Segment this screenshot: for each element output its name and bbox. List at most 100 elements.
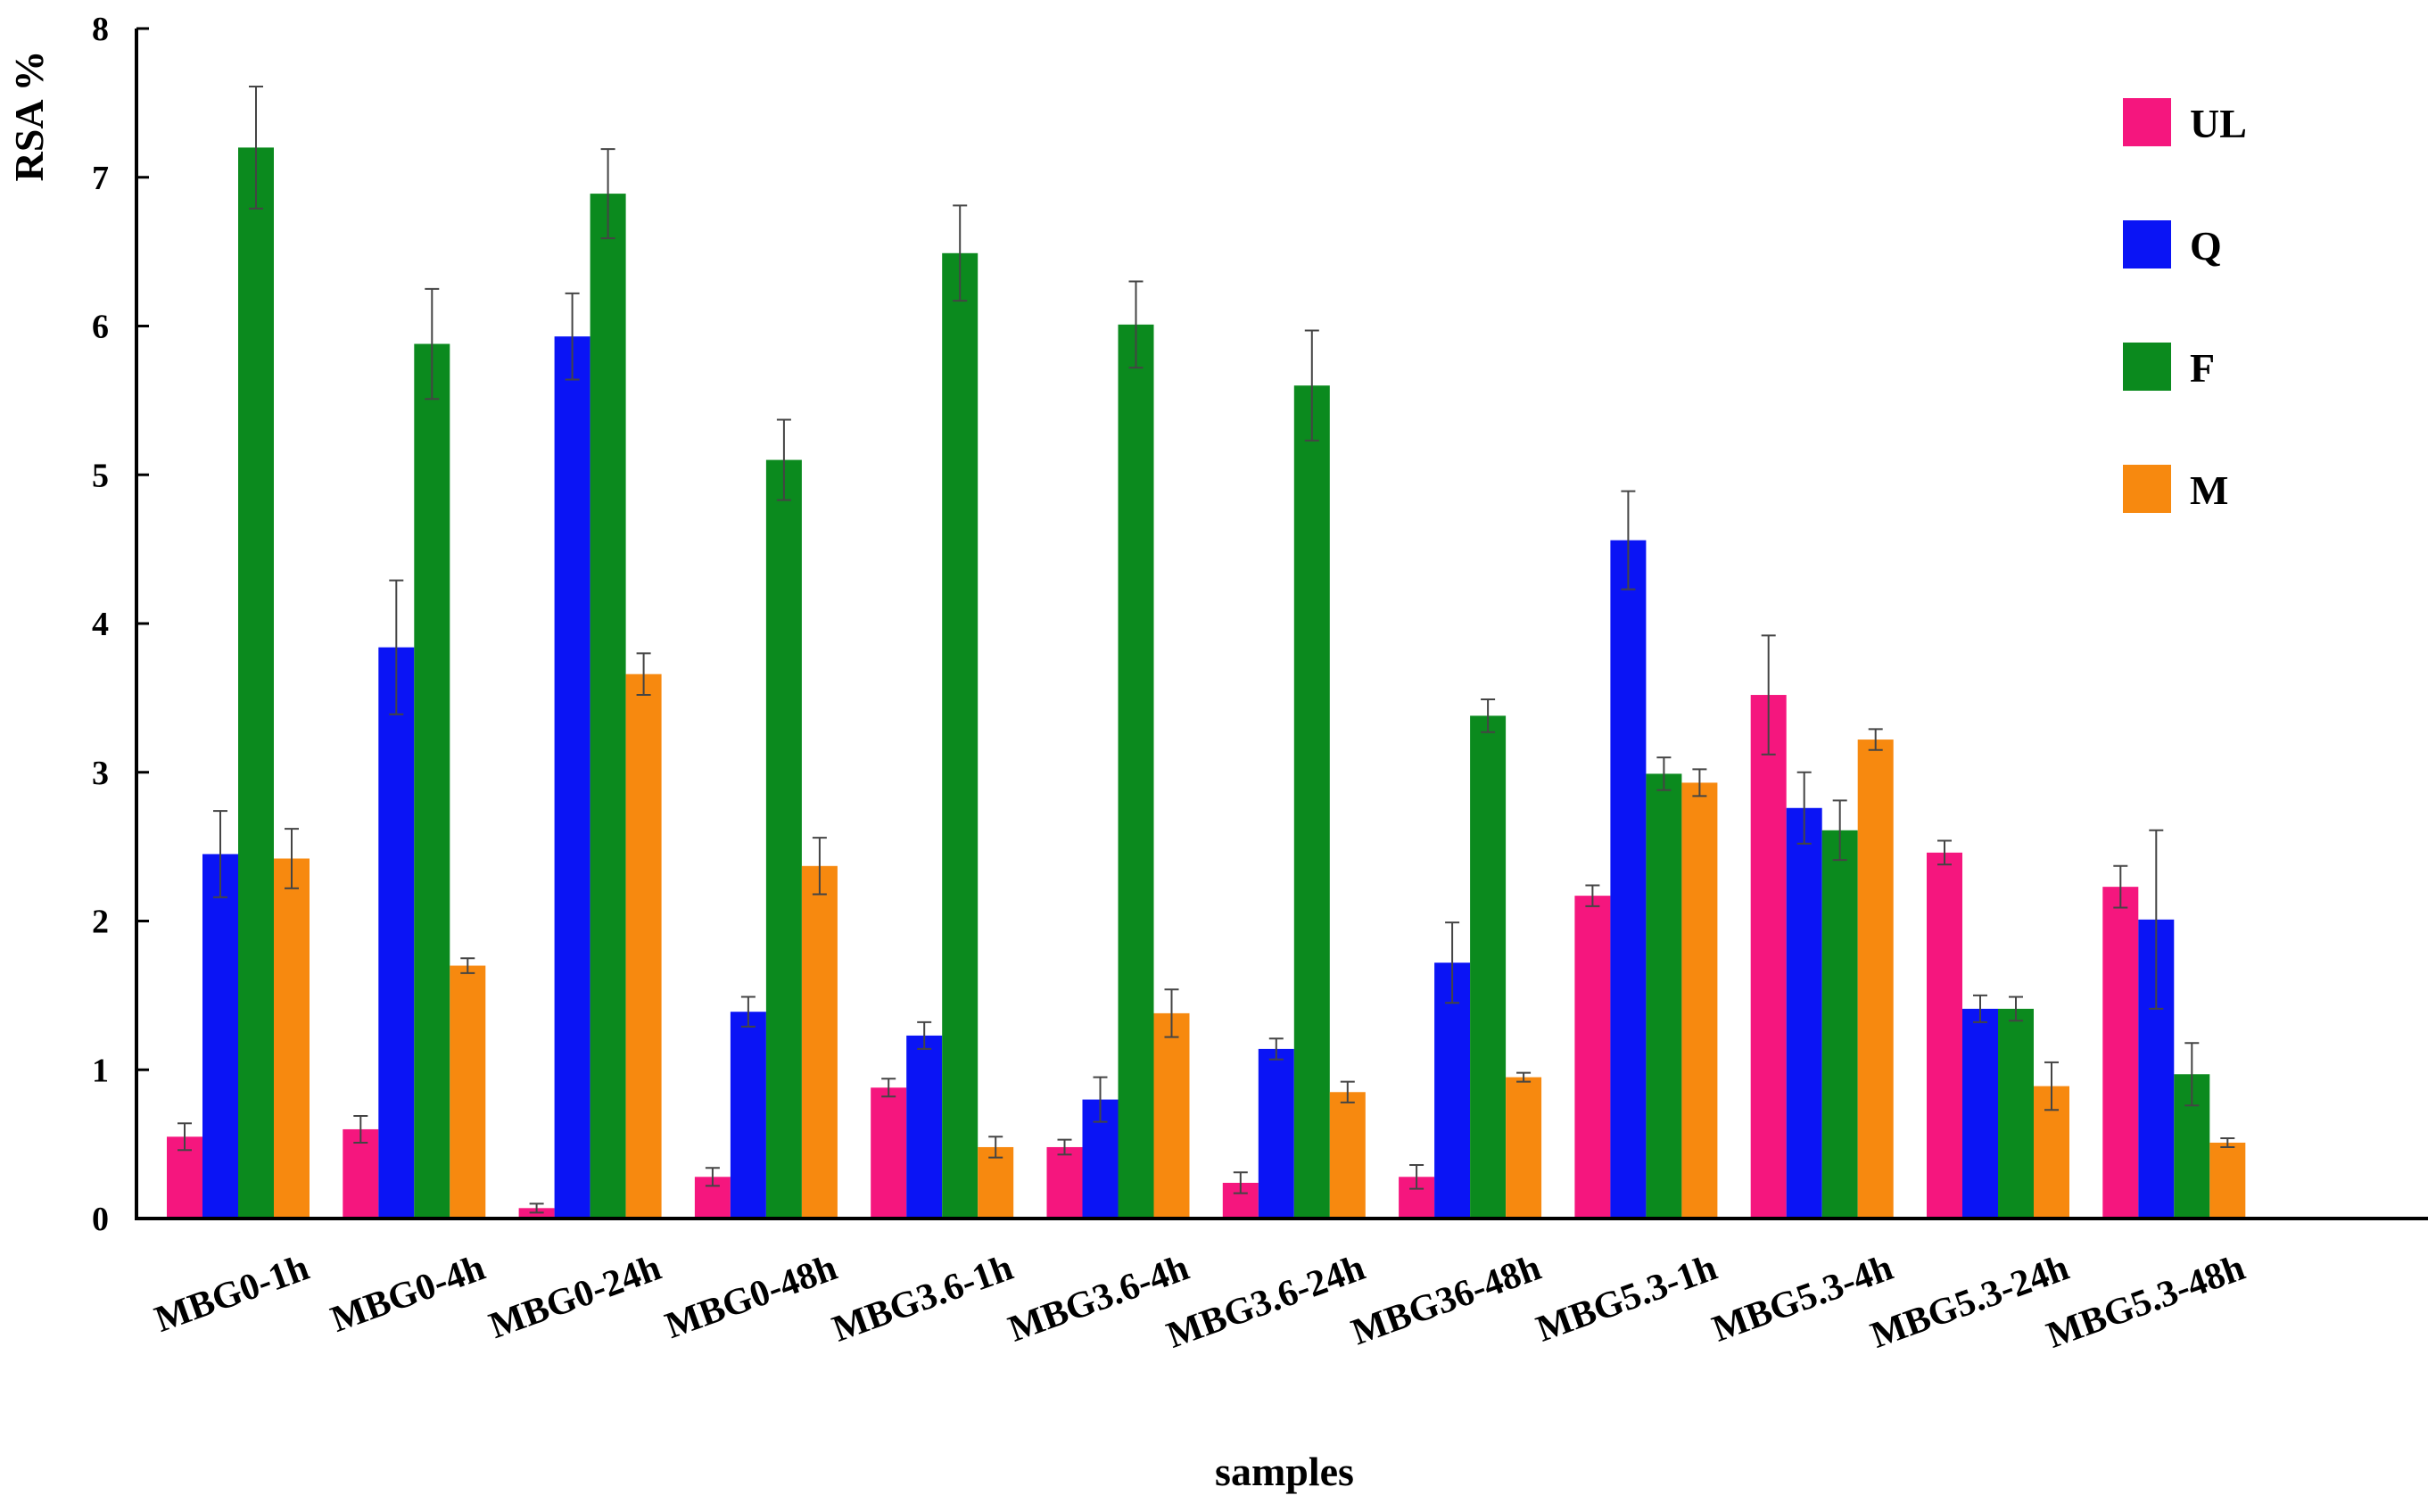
legend-item-f: F <box>2123 343 2215 391</box>
y-tick-label: 6 <box>92 309 109 346</box>
error-bar-ul-8 <box>1585 884 1600 907</box>
bar-f-mbg0-48h <box>765 459 802 1219</box>
legend-swatch <box>2123 220 2171 269</box>
error-bar-f-10 <box>2009 996 2023 1022</box>
error-bar-ul-6 <box>1233 1171 1248 1194</box>
error-bar-m-10 <box>2044 1061 2059 1111</box>
error-bar-q-3 <box>740 996 756 1028</box>
error-bar-m-1 <box>460 957 475 974</box>
bar-f-mbg5_3-4h <box>1821 830 1858 1219</box>
bar-m-mbg5_3-1h <box>1681 782 1718 1219</box>
error-bar-f-7 <box>1481 698 1496 733</box>
error-bar-f-4 <box>953 204 968 302</box>
error-bar-m-3 <box>812 837 827 896</box>
legend-swatch <box>2123 98 2171 146</box>
bar-m-mbg3_6-1h <box>978 1146 1014 1219</box>
legend-swatch <box>2123 343 2171 391</box>
error-bar-m-6 <box>1340 1080 1355 1103</box>
x-axis-title: samples <box>1215 1449 1354 1494</box>
y-tick-label: 4 <box>92 606 109 643</box>
bar-m-mbg0-48h <box>801 865 838 1219</box>
error-bar-ul-5 <box>1057 1138 1072 1156</box>
error-bar-m-11 <box>2220 1136 2235 1148</box>
error-bar-q-1 <box>389 579 404 715</box>
x-category-label: MBG5.3-4h <box>1707 1247 1898 1350</box>
error-bars-layer <box>178 86 2235 1214</box>
x-category-label: MBG0-4h <box>326 1247 491 1341</box>
bar-f-mbg5_3-24h <box>1998 1008 2034 1219</box>
error-bar-f-5 <box>1128 280 1144 369</box>
error-bar-q-10 <box>1973 994 1987 1023</box>
error-bar-f-1 <box>425 287 440 401</box>
legend-item-ul: UL <box>2123 98 2247 146</box>
bar-ul-mbg5_3-1h <box>1574 896 1611 1219</box>
bar-m-mbg3_6-4h <box>1153 1012 1190 1219</box>
x-category-label: MBG3.6-1h <box>827 1247 1018 1350</box>
bar-ul-mbg5_3-4h <box>1750 695 1787 1219</box>
y-tick-label: 2 <box>92 904 109 941</box>
bar-m-mbg0-24h <box>625 673 662 1219</box>
error-bar-m-9 <box>1868 728 1883 751</box>
error-bar-q-4 <box>917 1020 932 1050</box>
error-bar-f-0 <box>249 86 263 210</box>
error-bar-q-5 <box>1093 1076 1108 1123</box>
x-category-label: MBG0-48h <box>660 1247 842 1347</box>
error-bar-q-9 <box>1796 771 1812 845</box>
bar-ul-mbg5_3-24h <box>1927 852 1962 1219</box>
bar-m-mbg5_3-4h <box>1857 739 1894 1219</box>
error-bar-f-2 <box>600 148 615 240</box>
error-bar-m-4 <box>988 1136 1003 1159</box>
bars-layer <box>167 147 2246 1219</box>
bar-f-mbg5_3-1h <box>1646 773 1682 1219</box>
bar-q-mbg36-48h <box>1434 963 1471 1219</box>
y-ticks: 0 1 2 3 4 5 6 7 8 <box>92 11 149 1238</box>
bar-f-mbg3_6-24h <box>1293 385 1330 1219</box>
legend-label: M <box>2190 467 2228 513</box>
error-bar-m-0 <box>285 828 299 889</box>
legend-label: Q <box>2190 223 2222 269</box>
bar-ul-mbg3_6-4h <box>1046 1146 1083 1219</box>
bar-q-mbg0-4h <box>378 647 415 1219</box>
error-bar-ul-2 <box>529 1202 544 1214</box>
error-bar-f-9 <box>1832 799 1847 862</box>
bar-f-mbg36-48h <box>1470 715 1507 1219</box>
x-category-label: MBG3.6-4h <box>1003 1247 1194 1350</box>
y-tick-label: 0 <box>92 1201 109 1238</box>
bar-q-mbg3_6-1h <box>906 1035 943 1219</box>
error-bar-ul-11 <box>2113 864 2128 909</box>
legend-label: F <box>2190 345 2215 391</box>
bar-ul-mbg3_6-1h <box>871 1087 907 1219</box>
x-category-label: MBG0-24h <box>484 1247 666 1347</box>
bar-f-mbg3_6-1h <box>942 252 979 1219</box>
error-bar-m-5 <box>1164 988 1179 1038</box>
bar-q-mbg5_3-4h <box>1786 807 1822 1219</box>
bar-m-mbg0-1h <box>274 858 310 1219</box>
error-bar-f-6 <box>1304 329 1319 442</box>
bar-q-mbg0-1h <box>202 854 238 1219</box>
y-tick-label: 1 <box>92 1052 109 1089</box>
bar-q-mbg3_6-24h <box>1258 1048 1294 1219</box>
bar-m-mbg0-4h <box>450 965 486 1219</box>
y-tick-label: 5 <box>92 457 109 494</box>
bar-f-mbg0-24h <box>590 194 626 1219</box>
error-bar-ul-9 <box>1761 634 1776 756</box>
error-bar-m-2 <box>636 652 651 697</box>
x-category-label: MBG3.6-24h <box>1161 1247 1370 1357</box>
error-bar-ul-1 <box>353 1114 368 1144</box>
bar-m-mbg3_6-24h <box>1329 1092 1366 1219</box>
error-bar-q-2 <box>565 292 580 381</box>
error-bar-q-6 <box>1268 1037 1284 1061</box>
bar-f-mbg0-1h <box>238 147 274 1219</box>
bar-q-mbg0-48h <box>730 1012 766 1219</box>
error-bar-q-0 <box>213 810 227 898</box>
y-tick-label: 3 <box>92 755 109 792</box>
legend-item-m: M <box>2123 465 2228 513</box>
y-axis-title: RSA % <box>6 51 52 182</box>
bar-ul-mbg5_3-48h <box>2102 887 2139 1219</box>
legend-item-q: Q <box>2123 220 2222 269</box>
x-category-label: MBG0-1h <box>150 1247 315 1341</box>
error-bar-q-7 <box>1445 921 1460 1004</box>
bar-f-mbg3_6-4h <box>1118 324 1154 1219</box>
error-bar-ul-10 <box>1937 839 1952 866</box>
error-bar-m-8 <box>1692 768 1707 797</box>
